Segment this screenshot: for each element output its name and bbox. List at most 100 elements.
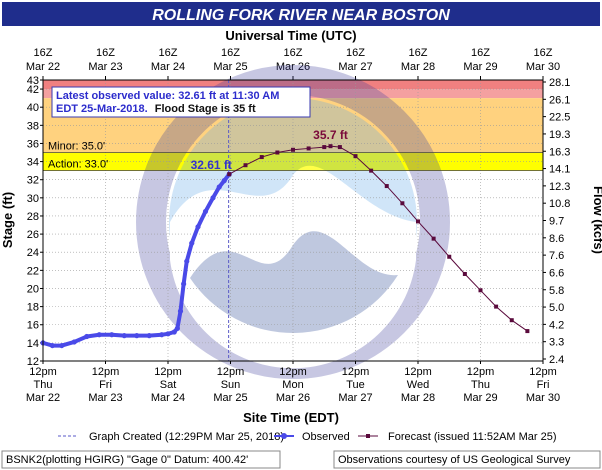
top-axis-title: Universal Time (UTC) — [225, 28, 356, 43]
observed-point — [109, 332, 115, 338]
observed-point — [171, 329, 177, 335]
site-time-tick-date: Mar 25 — [213, 392, 247, 404]
stage-tick-label: 24 — [27, 247, 39, 259]
flow-tick-label: 5.8 — [549, 285, 564, 297]
observed-point — [71, 339, 77, 345]
stage-tick-label: 20 — [27, 283, 39, 295]
site-time-tick-day: Fri — [537, 379, 550, 391]
observed-point — [195, 224, 201, 230]
site-time-tick-time: 12pm — [29, 366, 57, 378]
footer-left-box — [1, 450, 281, 469]
utc-tick-date: Mar 30 — [526, 61, 560, 73]
latest-observation-date: EDT 25-Mar-2018. — [56, 103, 148, 115]
utc-tick-date: Mar 23 — [88, 61, 122, 73]
legend-created-label: Graph Created (12:29PM Mar 25, 2018) — [89, 431, 284, 443]
stage-tick-label: 16 — [27, 320, 39, 332]
stage-tick-label: 40 — [27, 102, 39, 114]
site-time-tick-time: 12pm — [92, 366, 120, 378]
observed-point — [184, 258, 190, 264]
footer-right-box — [333, 450, 601, 469]
observed-point — [84, 333, 90, 340]
legend: Graph Created (12:29PM Mar 25, 2018) Obs… — [58, 431, 557, 443]
observed-series — [40, 171, 232, 349]
site-time-tick-date: Mar 23 — [88, 392, 122, 404]
utc-tick-hour: 16Z — [534, 47, 553, 59]
site-time-tick-time: 12pm — [529, 366, 557, 378]
utc-tick-date: Mar 29 — [463, 61, 497, 73]
site-time-tick-time: 12pm — [154, 366, 182, 378]
footer-credit-text: Observations courtesy of US Geological S… — [338, 454, 571, 466]
site-time-tick-date: Mar 28 — [401, 392, 435, 404]
observed-point — [146, 333, 152, 339]
utc-tick-hour: 16Z — [221, 47, 240, 59]
flow-tick-label: 8.6 — [549, 233, 564, 245]
stage-tick-label: 36 — [27, 138, 39, 150]
observed-point — [134, 333, 140, 339]
stage-tick-label: 12 — [27, 356, 39, 368]
site-time-tick-time: 12pm — [217, 366, 245, 378]
forecast-point — [494, 304, 499, 309]
flow-tick-label: 12.3 — [549, 181, 570, 193]
stage-tick-label: 43 — [27, 75, 39, 87]
site-time-tick-date: Mar 22 — [26, 392, 60, 404]
forecast-point — [243, 163, 248, 168]
title-bar — [2, 2, 600, 26]
site-time-tick-day: Thu — [34, 379, 53, 391]
observed-point — [181, 281, 187, 287]
latest-observation-box: Latest observed value: 32.61 ft at 11:30… — [51, 86, 311, 118]
stage-tick-label: 42 — [27, 84, 39, 96]
observed-point — [177, 308, 184, 314]
bottom-axis-title: Site Time (EDT) — [243, 410, 339, 425]
site-time-tick-day: Fri — [99, 379, 112, 391]
utc-tick-hour: 16Z — [284, 47, 303, 59]
flow-tick-label: 16.3 — [549, 146, 570, 158]
utc-tick-hour: 16Z — [34, 47, 53, 59]
flow-tick-label: 14.1 — [549, 164, 570, 176]
forecast-point — [353, 154, 358, 159]
forecast-point — [291, 147, 295, 152]
site-time-tick-date: Mar 26 — [276, 392, 310, 404]
site-time-tick-time: 12pm — [467, 366, 495, 378]
observed-point — [49, 342, 55, 349]
stage-tick-label: 14 — [27, 338, 39, 350]
forecast-point — [306, 146, 311, 151]
flow-axis-ticks: 2.4 3.3 4.2 5.0 5.8 6.6 7.6 8.6 9.7 10.8 12.3 14.1 1… — [543, 77, 570, 366]
svg-text:EDT 25-Mar-2018. Flood: EDT 25-Mar-2018. Flood Stage is 35 ft — [56, 103, 256, 115]
footer-datum-text: BSNK2(plotting HGIRG) "Gage 0" Datum: 40… — [6, 454, 248, 466]
flood-stage-note: Flood Stage is 35 ft — [155, 103, 256, 115]
site-time-tick-date: Mar 30 — [526, 392, 560, 404]
peak-value-label: 35.7 ft — [313, 128, 348, 142]
forecast-point — [447, 254, 452, 259]
minor-stage-label: Minor: 35.0' — [48, 141, 105, 153]
site-time-tick-time: 12pm — [279, 366, 307, 378]
forecast-point — [369, 168, 374, 173]
site-time-tick-day: Mon — [282, 379, 303, 391]
utc-tick-hour: 16Z — [346, 47, 365, 59]
forecast-point — [400, 201, 405, 206]
flow-tick-label: 6.6 — [549, 267, 564, 279]
legend-observed-label: Observed — [302, 431, 350, 443]
forecast-point — [431, 236, 436, 241]
utc-tick-hour: 16Z — [409, 47, 428, 59]
forecast-point — [384, 184, 389, 189]
top-axis-ticks: 16Z Mar 22 16Z Mar 23 16Z Mar 24 16Z Mar 25 16Z M… — [26, 47, 560, 80]
forecast-point — [525, 329, 530, 334]
flow-tick-label: 10.8 — [549, 198, 570, 210]
legend-forecast-label: Forecast (issued 11:52AM Mar 25) — [388, 431, 557, 443]
site-time-tick-date: Mar 29 — [463, 392, 497, 404]
observed-point — [165, 331, 171, 337]
stage-tick-label: 38 — [27, 120, 39, 132]
legend-observed-marker — [281, 433, 287, 439]
forecast-point — [509, 318, 514, 323]
forecast-point — [337, 145, 342, 150]
utc-tick-hour: 16Z — [471, 47, 490, 59]
latest-value-label: 32.61 ft — [191, 158, 232, 172]
flow-tick-label: 5.0 — [549, 302, 564, 314]
observed-point — [174, 325, 180, 331]
forecast-point — [462, 271, 467, 276]
utc-tick-date: Mar 24 — [151, 61, 185, 73]
major-flood-band — [43, 80, 543, 90]
flow-tick-label: 7.6 — [549, 250, 564, 262]
